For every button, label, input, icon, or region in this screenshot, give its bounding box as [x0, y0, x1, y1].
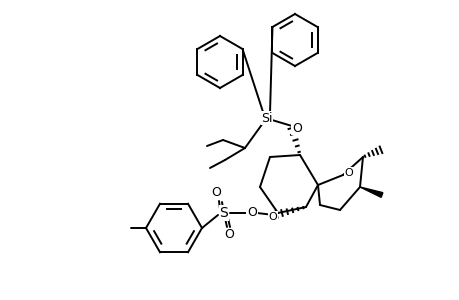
Text: O: O — [344, 168, 353, 178]
Text: O: O — [268, 212, 277, 222]
Text: O: O — [246, 206, 257, 220]
Text: Si: Si — [261, 112, 272, 124]
Text: S: S — [219, 206, 228, 220]
Text: O: O — [211, 187, 220, 200]
Text: O: O — [224, 229, 234, 242]
Polygon shape — [359, 187, 382, 197]
Text: O: O — [291, 122, 301, 134]
